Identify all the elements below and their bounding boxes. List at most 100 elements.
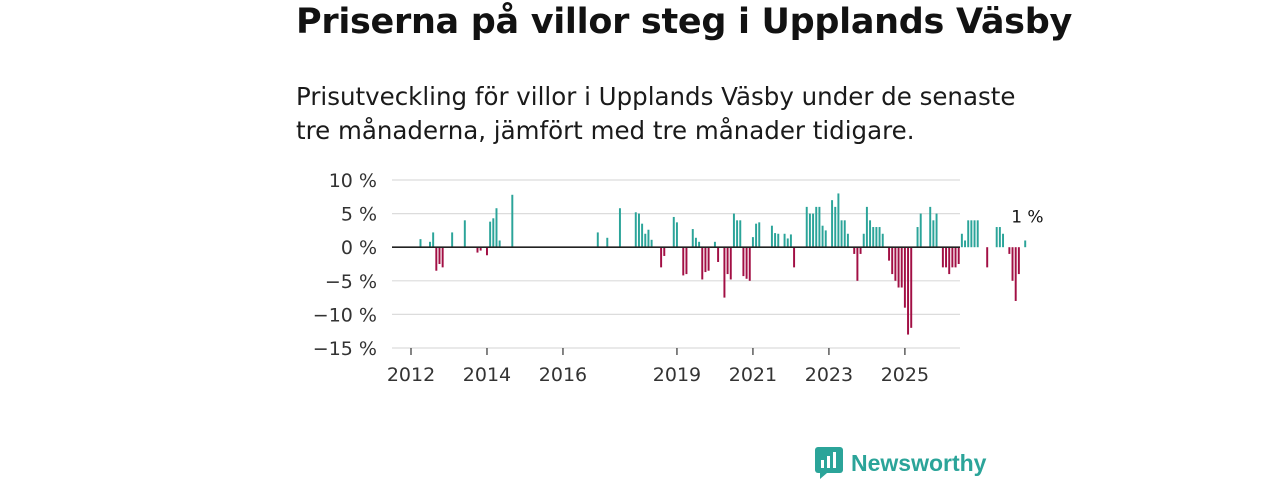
bar [511, 194, 514, 248]
bar [935, 213, 938, 248]
bar [862, 233, 865, 248]
bar [995, 227, 998, 248]
bar [831, 200, 834, 248]
bar [606, 237, 609, 248]
bar [1024, 240, 1027, 248]
bar [637, 213, 640, 248]
bar [1008, 247, 1011, 254]
bar [821, 225, 824, 248]
bar [837, 193, 840, 248]
bar [783, 233, 786, 248]
x-tick-label: 2021 [729, 364, 777, 386]
x-tick-label: 2016 [539, 364, 587, 386]
bar [881, 233, 884, 248]
y-tick-label: −15 % [313, 338, 377, 360]
bar [774, 233, 777, 248]
bar [644, 233, 647, 248]
bar [907, 247, 910, 335]
bar [948, 247, 951, 275]
bar [888, 247, 891, 261]
bar [691, 229, 694, 248]
bar [596, 232, 599, 248]
bar [486, 247, 488, 256]
bar [751, 237, 754, 248]
bar [492, 218, 495, 248]
bar [419, 239, 422, 248]
x-tick-label: 2023 [805, 364, 853, 386]
x-tick-label: 2012 [387, 364, 435, 386]
bar [694, 237, 697, 248]
bar [704, 247, 707, 273]
bar [805, 206, 808, 248]
bar [964, 240, 967, 248]
bar [672, 216, 675, 248]
bar [707, 247, 710, 271]
bar [739, 220, 742, 248]
bar [824, 230, 827, 248]
bar [429, 241, 431, 248]
chart-subtitle: Prisutveckling för villor i Upplands Väs… [296, 82, 1016, 145]
bar [748, 247, 751, 281]
bar [777, 233, 780, 248]
bar [872, 227, 875, 248]
bar [758, 222, 761, 248]
y-tick-label: 0 % [341, 237, 377, 259]
bar [789, 234, 792, 248]
bar [438, 247, 441, 264]
bar [685, 247, 688, 275]
newsworthy-logo: Newsworthy [815, 445, 986, 481]
bar [815, 206, 818, 248]
y-tick-label: 10 % [329, 170, 377, 192]
bar [897, 247, 900, 288]
bar [682, 247, 685, 276]
bar [843, 220, 846, 248]
x-tick-label: 2014 [463, 364, 511, 386]
bar [698, 241, 701, 248]
bar [441, 247, 444, 268]
bar [834, 206, 837, 248]
bar [976, 220, 979, 248]
bar [945, 247, 948, 268]
bar [856, 247, 859, 281]
y-tick-label: −5 % [325, 271, 377, 293]
bar [941, 247, 944, 268]
x-tick-label: 2019 [653, 364, 701, 386]
bar [846, 233, 849, 248]
bar [726, 247, 729, 275]
bar [869, 220, 872, 248]
bar [463, 220, 466, 248]
bar [435, 247, 438, 271]
bar [742, 247, 745, 277]
bar [916, 227, 919, 248]
bar [729, 247, 732, 280]
bar [1002, 233, 1005, 248]
bar [903, 247, 906, 308]
bar [951, 247, 954, 268]
bar [755, 223, 758, 248]
bar [808, 213, 811, 248]
bar [641, 223, 644, 248]
bar [859, 247, 862, 254]
bar [875, 227, 878, 248]
bar [732, 213, 735, 248]
last-value-label: 1 % [1011, 207, 1043, 227]
bar [745, 247, 748, 279]
bar [495, 208, 498, 248]
bar [900, 247, 903, 288]
bar [818, 206, 821, 248]
bar [736, 220, 739, 248]
bar [894, 247, 897, 281]
bar [451, 232, 454, 248]
bar [770, 225, 773, 248]
bar [479, 247, 482, 251]
y-tick-label: 5 % [341, 204, 377, 226]
bar [713, 241, 716, 248]
bar [973, 220, 976, 248]
bar [618, 208, 621, 248]
bar [650, 239, 653, 248]
bar [954, 247, 957, 268]
bar [1011, 247, 1014, 281]
bar [932, 220, 935, 248]
bar [957, 247, 960, 264]
